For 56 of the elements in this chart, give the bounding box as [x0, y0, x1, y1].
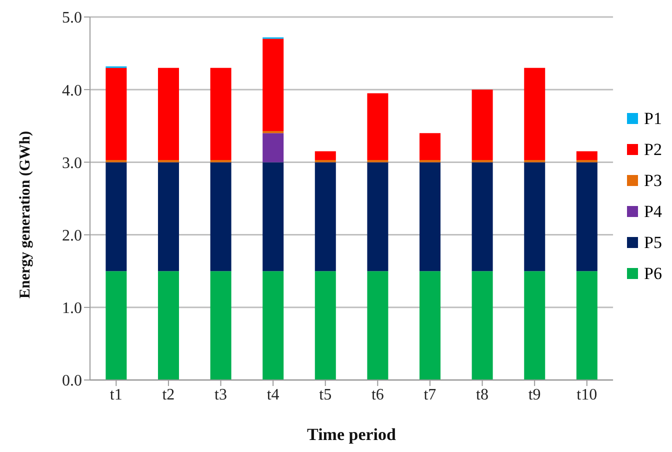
bar [524, 68, 546, 160]
x-tick-label: t7 [424, 386, 436, 404]
legend-label: P2 [644, 140, 662, 160]
bar [106, 68, 127, 160]
bar [472, 271, 493, 380]
y-tick-label: 2.0 [62, 227, 82, 244]
bar [420, 271, 441, 380]
legend-label: P4 [644, 202, 662, 222]
y-tick-label: 1.0 [62, 300, 82, 318]
bar [314, 271, 336, 380]
bar [262, 271, 284, 380]
x-tick-label: t6 [371, 386, 384, 404]
bar [262, 162, 284, 272]
legend-label: P6 [644, 264, 662, 284]
y-tick-label: 5.0 [62, 10, 82, 27]
y-tick-label: 0.0 [62, 372, 82, 390]
x-tick-label: t5 [319, 386, 332, 404]
bar [314, 162, 336, 272]
bar [420, 162, 441, 272]
legend-label: P5 [644, 232, 662, 252]
bar [158, 162, 179, 272]
bar [367, 162, 388, 272]
y-tick-label: 3.0 [62, 154, 82, 172]
bar [210, 271, 232, 380]
bar [262, 133, 284, 162]
bar [262, 38, 284, 131]
x-tick-label: t2 [162, 386, 175, 404]
bar [210, 162, 232, 272]
bar [106, 271, 127, 380]
bar [576, 271, 598, 380]
x-tick-label: t3 [214, 386, 227, 404]
bar [472, 162, 493, 272]
bar [367, 93, 388, 160]
bar [210, 68, 232, 160]
bar [472, 90, 493, 160]
y-axis-title: Energy generation (GWh) [17, 131, 34, 298]
bar [524, 271, 546, 380]
bar [576, 162, 598, 272]
bar [262, 130, 284, 134]
x-tick-label: t1 [110, 386, 122, 404]
x-tick-label: t9 [528, 386, 541, 404]
x-tick-label: t4 [266, 386, 280, 404]
x-tick-label: t8 [476, 386, 488, 404]
x-tick-label: t10 [576, 386, 598, 404]
bar [314, 151, 336, 160]
bar [158, 271, 179, 380]
bar [524, 162, 546, 272]
bar [158, 68, 179, 160]
bar [367, 271, 388, 380]
x-axis-title: Time period [307, 425, 397, 444]
legend-label: P1 [644, 108, 662, 128]
bar [420, 133, 441, 160]
y-tick-label: 4.0 [62, 82, 82, 100]
legend-label: P3 [644, 170, 662, 190]
bar [106, 162, 127, 272]
bar [576, 151, 598, 160]
